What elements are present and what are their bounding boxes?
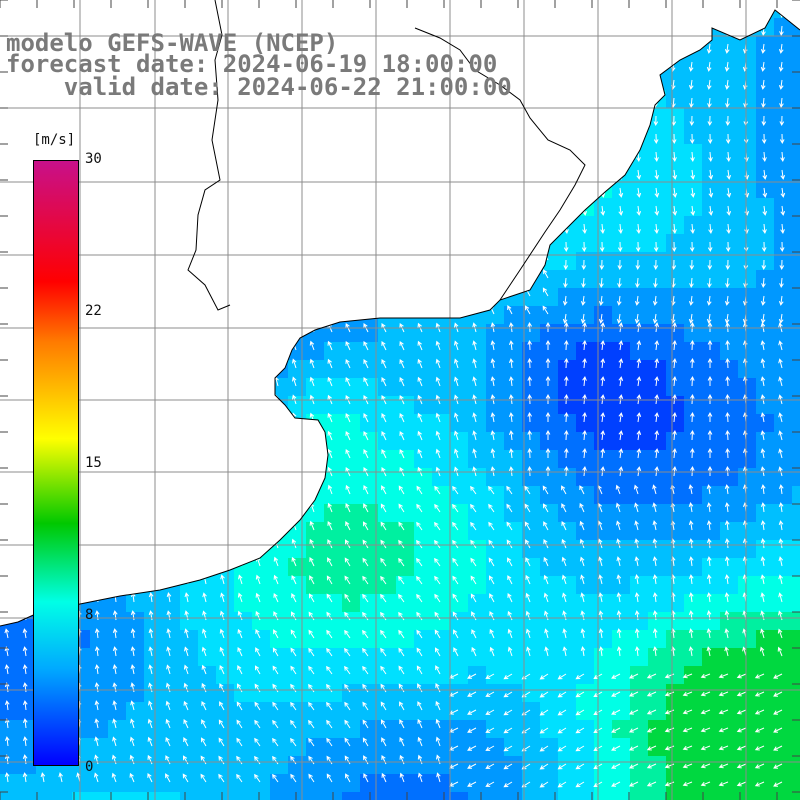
colorbar-unit: [m/s] bbox=[33, 132, 76, 148]
forecast-date: forecast date: 2024-06-19 18:00:00 bbox=[6, 50, 498, 78]
coastline bbox=[0, 9, 800, 627]
colorbar bbox=[33, 160, 79, 766]
colorbar-tick-22: 22 bbox=[85, 303, 102, 319]
river-border bbox=[187, 0, 586, 311]
colorbar-tick-0: 0 bbox=[85, 759, 94, 775]
valid-date: valid date: 2024-06-22 21:00:00 bbox=[6, 73, 512, 101]
model-title: modelo GEFS-WAVE (NCEP) bbox=[6, 29, 339, 57]
colorbar-tick-30: 30 bbox=[85, 151, 102, 167]
colorbar-tick-15: 15 bbox=[85, 455, 102, 471]
colorbar-tick-8: 8 bbox=[85, 607, 94, 623]
